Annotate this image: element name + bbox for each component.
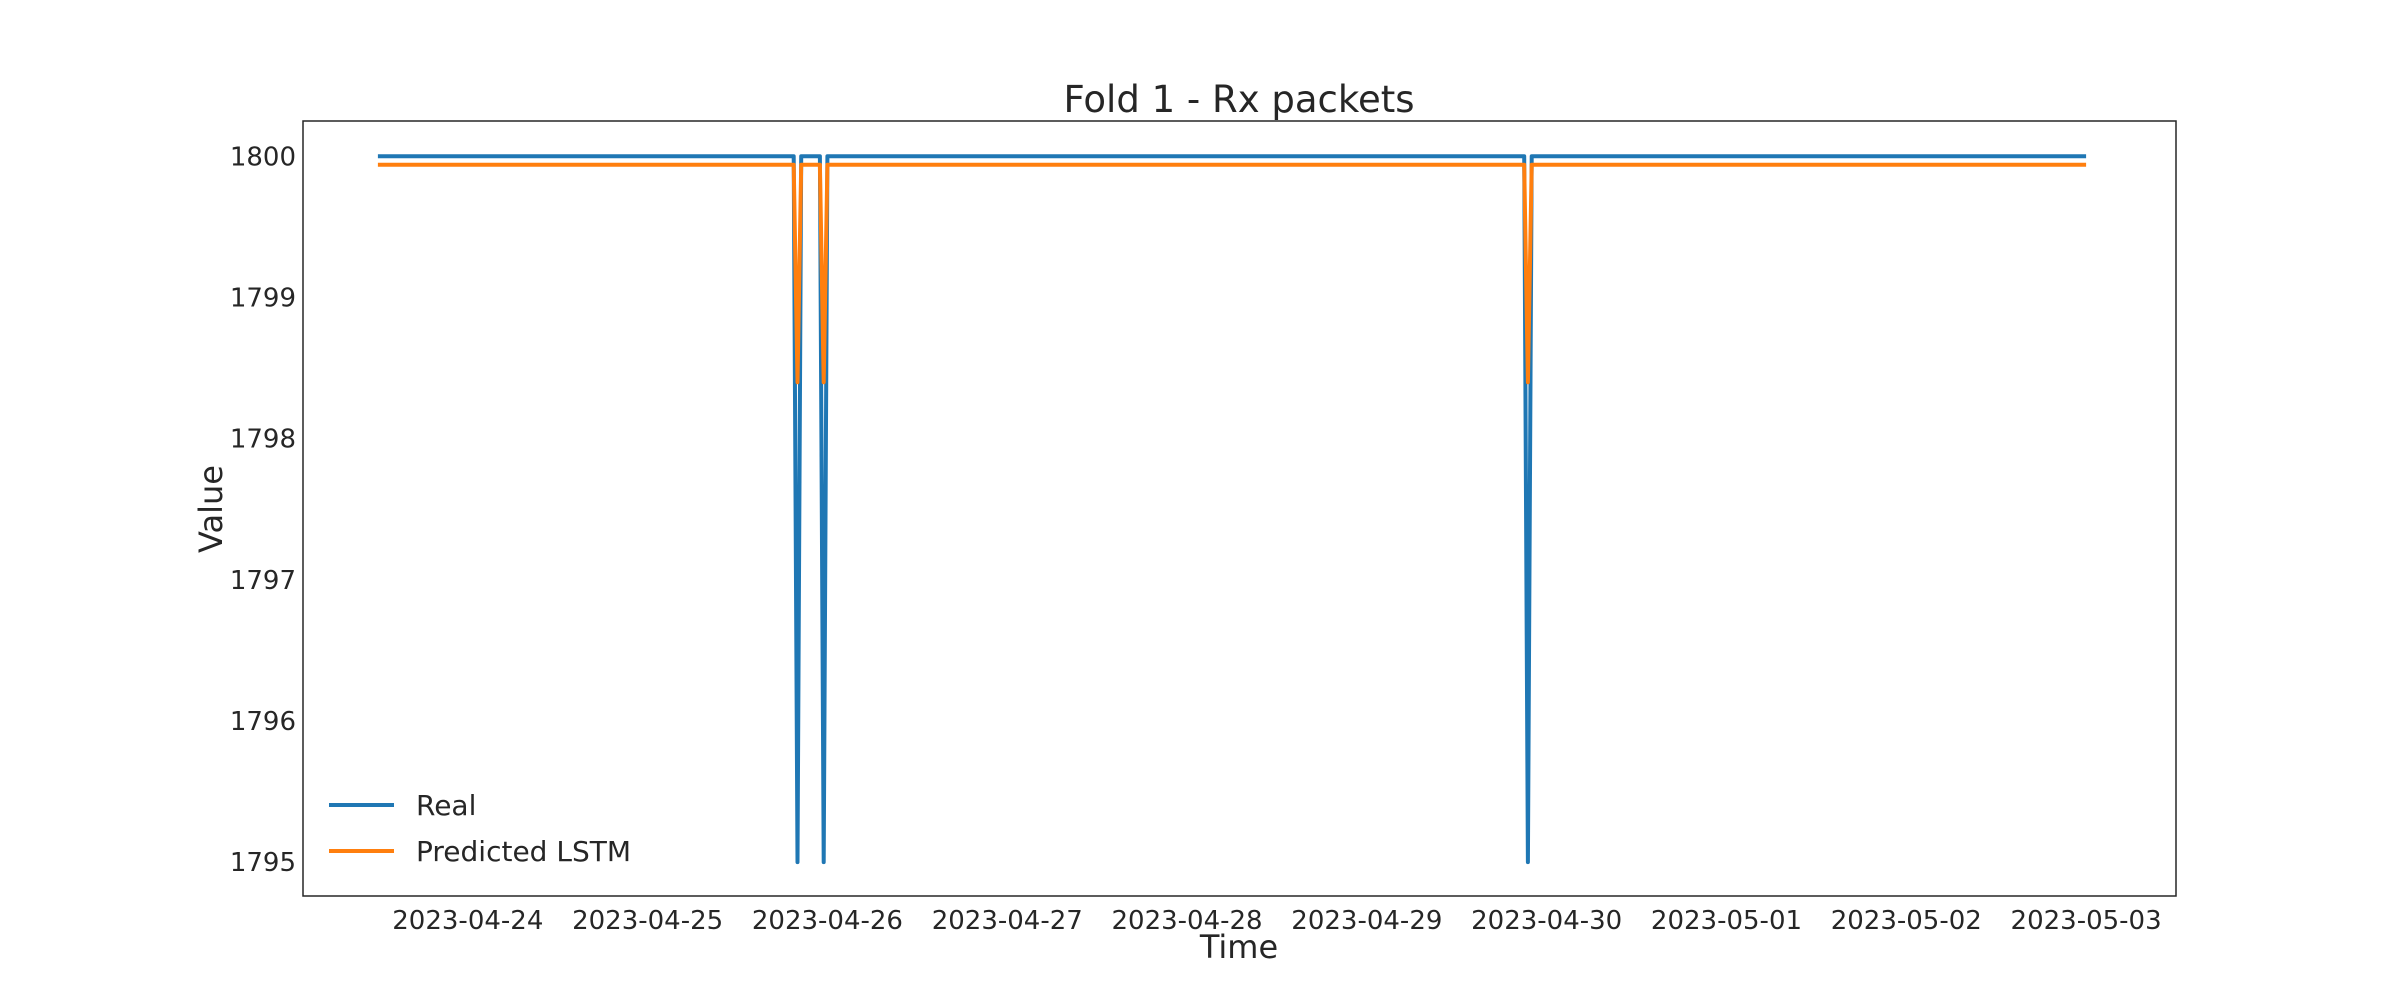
series-layer bbox=[377, 154, 2087, 865]
y-tick-label: 1796 bbox=[230, 707, 296, 737]
plot-frame bbox=[302, 120, 2177, 897]
series-line-real bbox=[377, 154, 2087, 865]
x-tick-label: 2023-05-03 bbox=[2011, 906, 2162, 936]
legend-label-predicted-lstm: Predicted LSTM bbox=[416, 835, 631, 868]
x-tick-label: 2023-05-01 bbox=[1651, 906, 1802, 936]
y-axis-ticks: 1795 1796 1797 1798 1799 1800 bbox=[230, 142, 296, 878]
y-tick-label: 1800 bbox=[230, 142, 296, 172]
x-tick-label: 2023-05-02 bbox=[1831, 906, 1982, 936]
legend: Real Predicted LSTM bbox=[329, 789, 631, 868]
y-tick-label: 1797 bbox=[230, 566, 296, 596]
x-axis-ticks: 2023-04-24 2023-04-25 2023-04-26 2023-04-27… bbox=[392, 906, 2161, 936]
x-tick-label: 2023-04-27 bbox=[932, 906, 1083, 936]
y-tick-label: 1795 bbox=[230, 848, 296, 878]
x-tick-label: 2023-04-28 bbox=[1112, 906, 1263, 936]
x-tick-label: 2023-04-25 bbox=[572, 906, 723, 936]
x-tick-label: 2023-04-26 bbox=[752, 906, 903, 936]
x-tick-label: 2023-04-30 bbox=[1471, 906, 1622, 936]
chart-title: Fold 1 - Rx packets bbox=[1063, 78, 1414, 121]
x-axis-label: Time bbox=[1199, 928, 1278, 966]
y-tick-label: 1798 bbox=[230, 425, 296, 455]
y-tick-label: 1799 bbox=[230, 283, 296, 313]
x-tick-label: 2023-04-24 bbox=[392, 906, 543, 936]
x-tick-label: 2023-04-29 bbox=[1291, 906, 1442, 936]
series-line-predicted-lstm bbox=[377, 162, 2087, 385]
y-axis-label: Value bbox=[192, 465, 230, 553]
legend-label-real: Real bbox=[416, 789, 476, 822]
